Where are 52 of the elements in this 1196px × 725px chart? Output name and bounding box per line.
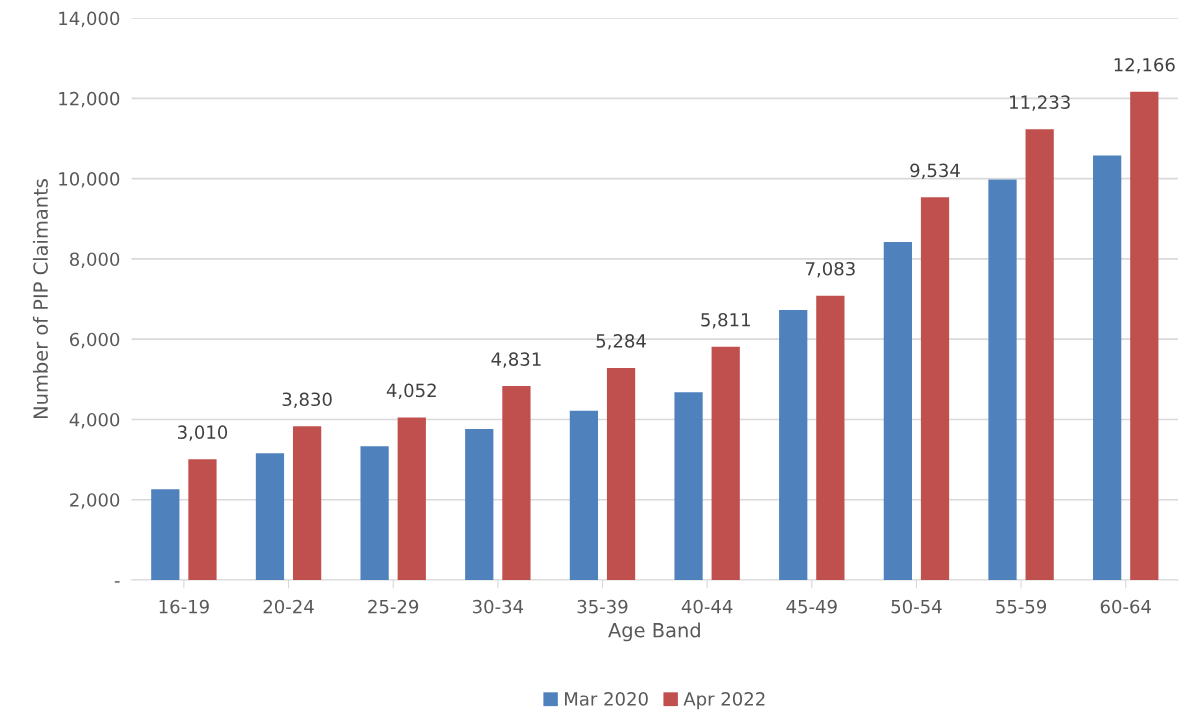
data-label: 4,052 bbox=[386, 383, 436, 400]
y-tick-label: 12,000 bbox=[59, 91, 120, 108]
y-tick-label: 14,000 bbox=[59, 11, 120, 28]
y-tick-label: - bbox=[114, 581, 120, 583]
y-tick-label: 2,000 bbox=[70, 493, 120, 509]
bar bbox=[711, 346, 740, 580]
x-tick-label: 40-44 bbox=[681, 599, 733, 614]
bar bbox=[988, 179, 1017, 580]
data-label: 4,831 bbox=[491, 352, 541, 368]
x-tick-label: 30-34 bbox=[472, 599, 524, 614]
bar bbox=[569, 410, 599, 580]
data-label: 9,534 bbox=[910, 163, 960, 180]
bar bbox=[606, 367, 636, 580]
y-tick-label: 10,000 bbox=[59, 172, 120, 188]
data-label: 11,233 bbox=[1010, 95, 1070, 111]
bar bbox=[465, 429, 494, 580]
bar bbox=[151, 489, 180, 580]
x-axis-title: Age Band bbox=[608, 622, 700, 642]
y-axis-title: Number of PIP Claimants bbox=[32, 179, 48, 419]
x-tick-label: 20-24 bbox=[263, 599, 314, 614]
bar bbox=[779, 309, 808, 580]
x-tick-label: 45-49 bbox=[786, 599, 837, 614]
x-tick-label: 35-39 bbox=[577, 599, 628, 614]
data-label: 12,166 bbox=[1114, 57, 1175, 74]
bar bbox=[1093, 155, 1122, 580]
bar bbox=[292, 426, 322, 580]
bar bbox=[674, 392, 703, 580]
x-tick-label: 60-64 bbox=[1100, 599, 1151, 614]
bar bbox=[920, 197, 950, 580]
data-label: 3,830 bbox=[282, 392, 332, 408]
bar bbox=[1025, 129, 1054, 580]
y-tick-label: 6,000 bbox=[70, 332, 120, 349]
x-tick-label: 16-19 bbox=[159, 599, 209, 614]
data-label: 5,284 bbox=[596, 334, 646, 350]
bar bbox=[360, 446, 389, 580]
bar bbox=[502, 386, 531, 580]
legend-label: Mar 2020 bbox=[565, 692, 648, 706]
y-tick-label: 4,000 bbox=[69, 412, 120, 429]
x-tick-label: 50-54 bbox=[891, 599, 942, 614]
bar bbox=[883, 242, 912, 580]
data-label: 5,811 bbox=[701, 312, 750, 329]
y-tick-label: 8,000 bbox=[69, 252, 120, 268]
x-tick-label: 25-29 bbox=[368, 599, 419, 614]
data-label: 3,010 bbox=[177, 425, 228, 441]
bar bbox=[816, 295, 845, 580]
bar bbox=[255, 453, 285, 580]
data-label: 7,083 bbox=[806, 261, 855, 278]
legend-label: Apr 2022 bbox=[683, 692, 765, 710]
x-tick-label: 55-59 bbox=[996, 599, 1047, 614]
bar bbox=[397, 417, 426, 580]
bar bbox=[1130, 91, 1159, 580]
bar bbox=[188, 459, 217, 580]
